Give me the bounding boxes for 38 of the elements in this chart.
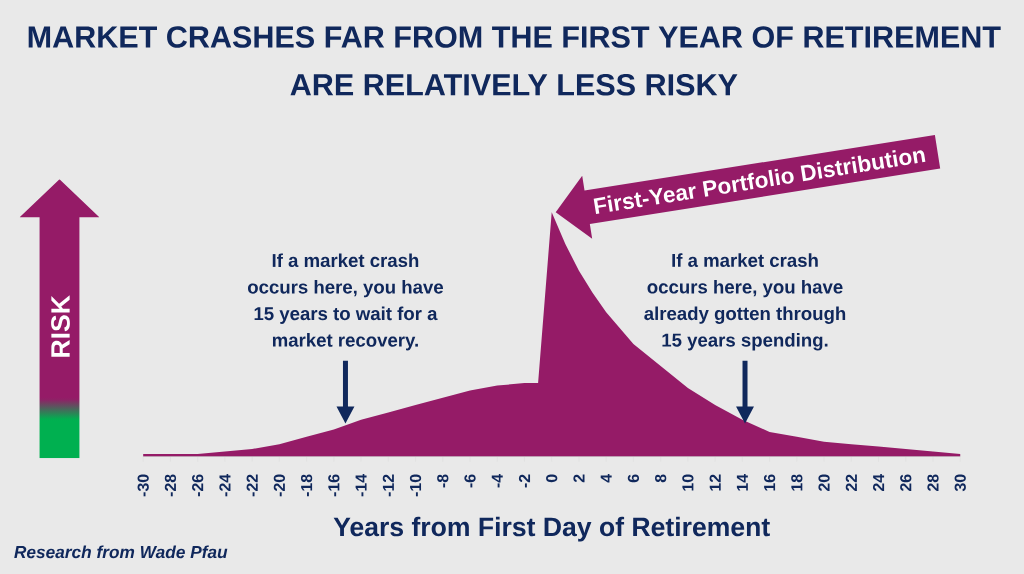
x-tick-label: -30	[137, 474, 149, 497]
x-tick-label: 26	[900, 474, 912, 492]
text: RISK	[51, 295, 70, 357]
x-tick-label: 16	[763, 474, 776, 491]
x-tick-label: 22	[845, 474, 857, 492]
x-tick-label: -4	[491, 474, 503, 488]
x-tick-label: -14	[355, 474, 367, 497]
x-tick-label: -2	[518, 474, 531, 488]
x-tick-label: -12	[382, 474, 394, 497]
x-tick-label: 28	[927, 474, 939, 492]
x-tick-label: 12	[709, 474, 721, 491]
annotation: First-Year Portfolio Distribution	[593, 150, 926, 215]
x-tick-label: 8	[655, 474, 667, 483]
x-tick-label: 4	[600, 474, 612, 483]
x-tick-label: -20	[273, 474, 285, 497]
x-tick-label: -26	[192, 474, 204, 497]
x-tick-label: 30	[954, 474, 966, 492]
x-tick-label: 0	[546, 474, 558, 483]
annotation: If a market crash occurs here, you have already gotten through 15 years spending.	[644, 253, 846, 351]
x-tick-label: 24	[872, 474, 885, 492]
x-tick-label: -6	[464, 474, 476, 488]
annotation: If a market crash occurs here, you have 15 years to wait for a market recovery.	[247, 253, 444, 351]
x-tick-label: 10	[682, 474, 694, 491]
x-tick-label: -16	[328, 474, 340, 497]
x-tick-label: 6	[627, 474, 640, 483]
text: Research from Wade Pfau	[14, 545, 228, 559]
x-tick-label: 2	[573, 474, 585, 483]
x-tick-label: -24	[219, 474, 231, 497]
x-tick-label: -28	[164, 474, 177, 497]
x-tick-label: -18	[300, 474, 313, 497]
x-tick-label: 14	[736, 474, 748, 491]
x-tick-label: -8	[437, 474, 449, 488]
x-tick-label: 18	[791, 474, 803, 491]
x-axis-title: Years from First Day of Retirement	[333, 516, 770, 542]
x-tick-label: 20	[818, 474, 830, 492]
chart-title: MARKET CRASHES FAR FROM THE FIRST YEAR OF RETIREMENT ARE RELATIVELY LESS RISKY	[28, 26, 1001, 96]
x-tick-label: -22	[246, 474, 258, 497]
x-tick-label: -10	[409, 474, 422, 497]
